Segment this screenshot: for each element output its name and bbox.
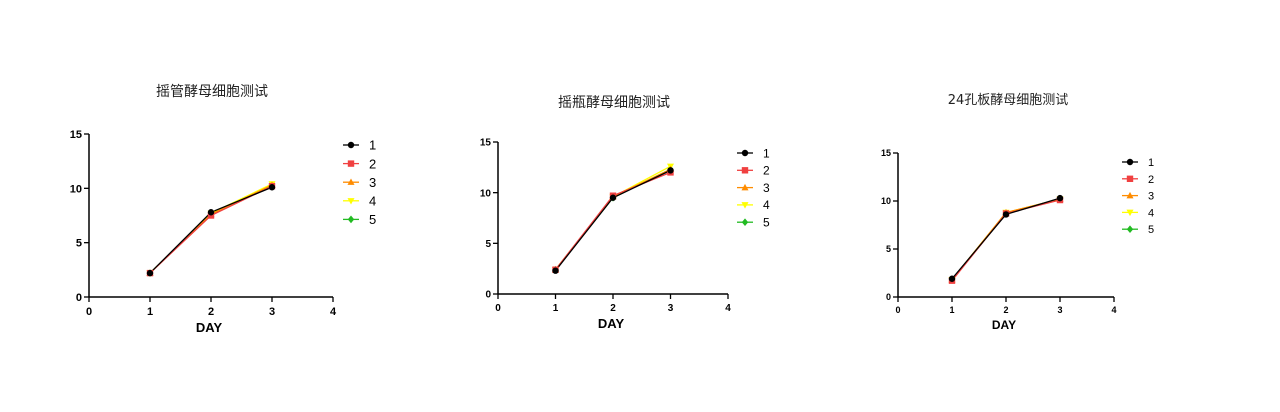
y-tick-label: 15 xyxy=(881,148,891,158)
legend-marker-2 xyxy=(347,160,355,167)
legend-marker-1 xyxy=(1126,158,1134,166)
x-tick-label: 3 xyxy=(668,303,674,314)
legend-marker-1 xyxy=(347,141,355,149)
data-point-series-1 xyxy=(1056,194,1064,202)
legend-entry-label: 4 xyxy=(1148,207,1154,219)
x-tick-label: 4 xyxy=(330,306,337,318)
legend-marker-5 xyxy=(1126,225,1134,234)
series-line-3 xyxy=(554,168,671,271)
y-tick-label: 15 xyxy=(480,138,492,149)
y-tick-label: 0 xyxy=(886,292,891,302)
legend: 1 2 3 4 5 xyxy=(737,146,770,230)
chart-1: 摇管酵母细胞测试 0 1 2 3 4 0 5 10 15 DAY 1 2 3 4 5 xyxy=(70,84,376,335)
legend: 1 2 3 4 5 xyxy=(343,138,376,227)
x-axis-label: DAY xyxy=(598,316,625,331)
legend-marker-4 xyxy=(741,202,749,209)
series-line-2 xyxy=(554,171,671,271)
y-tick-label: 5 xyxy=(886,244,891,254)
legend-marker-2 xyxy=(1126,175,1134,182)
legend-entry-label: 3 xyxy=(763,181,770,195)
series-line-1 xyxy=(149,186,273,274)
series-line-5 xyxy=(149,185,273,274)
legend: 1 2 3 4 5 xyxy=(1122,157,1154,236)
x-tick-label: 2 xyxy=(1003,305,1008,315)
x-tick-label: 4 xyxy=(725,303,731,314)
legend-marker-5 xyxy=(741,218,749,227)
series-line-4 xyxy=(554,165,671,271)
x-tick-label: 1 xyxy=(147,306,153,318)
chart-title: 摇瓶酵母细胞测试 xyxy=(558,95,670,111)
legend-entry-label: 5 xyxy=(1148,224,1154,236)
legend-entry-label: 2 xyxy=(369,156,376,171)
x-tick-label: 4 xyxy=(1111,305,1116,315)
legend-marker-3 xyxy=(347,178,355,185)
x-tick-label: 3 xyxy=(1057,305,1062,315)
chart-title: 摇管酵母细胞测试 xyxy=(156,84,268,100)
x-axis-label: DAY xyxy=(992,318,1016,332)
data-point-series-1 xyxy=(146,269,154,277)
legend-entry-label: 1 xyxy=(1148,157,1154,169)
legend-marker-4 xyxy=(347,198,355,205)
x-tick-label: 0 xyxy=(86,306,92,318)
y-tick-label: 15 xyxy=(70,129,82,141)
legend-marker-3 xyxy=(1126,191,1134,199)
x-tick-label: 3 xyxy=(269,306,275,318)
series-line-3 xyxy=(149,184,273,274)
legend-marker-5 xyxy=(347,215,355,224)
series-line-5 xyxy=(554,168,671,271)
x-axis-label: DAY xyxy=(196,320,223,335)
data-point-series-1 xyxy=(207,209,215,216)
chart-3: 24孔板酵母细胞测试 0 1 2 3 4 0 5 10 15 DAY 1 2 3 4 5 xyxy=(881,93,1154,332)
legend-marker-1 xyxy=(741,149,749,157)
y-tick-label: 5 xyxy=(76,238,82,250)
legend-entry-label: 5 xyxy=(369,212,376,227)
data-point-series-1 xyxy=(667,167,674,174)
x-tick-label: 1 xyxy=(949,305,954,315)
legend-entry-label: 1 xyxy=(369,138,376,153)
legend-entry-label: 4 xyxy=(369,193,376,208)
legend-entry-label: 2 xyxy=(763,164,770,178)
y-tick-label: 10 xyxy=(70,183,82,195)
legend-entry-label: 3 xyxy=(1148,191,1154,203)
y-tick-label: 0 xyxy=(485,290,491,301)
legend-entry-label: 5 xyxy=(763,216,770,230)
data-point-series-1 xyxy=(1002,211,1010,218)
legend-marker-3 xyxy=(741,183,749,191)
legend-marker-4 xyxy=(1126,209,1134,217)
data-point-series-1 xyxy=(552,267,559,274)
legend-entry-label: 3 xyxy=(369,175,376,190)
x-tick-label: 0 xyxy=(895,305,900,315)
x-tick-label: 1 xyxy=(553,303,559,314)
chart-title: 24孔板酵母细胞测试 xyxy=(948,93,1069,108)
legend-entry-label: 1 xyxy=(763,146,770,160)
legend-marker-2 xyxy=(741,167,749,174)
data-point-series-1 xyxy=(948,275,956,282)
y-tick-label: 10 xyxy=(480,188,492,199)
series-line-1 xyxy=(554,169,671,272)
x-tick-label: 2 xyxy=(208,306,214,318)
data-point-series-1 xyxy=(609,194,617,201)
data-point-series-2 xyxy=(207,212,215,219)
x-tick-label: 0 xyxy=(495,303,501,314)
legend-entry-label: 2 xyxy=(1148,174,1154,186)
chart-2: 摇瓶酵母细胞测试 0 1 2 3 4 0 5 10 15 DAY 1 2 3 4 5 xyxy=(480,95,770,331)
y-tick-label: 0 xyxy=(76,292,82,304)
series-line-2 xyxy=(149,185,273,274)
series-line-4 xyxy=(149,183,273,274)
legend-entry-label: 4 xyxy=(763,198,770,212)
data-point-series-1 xyxy=(268,184,276,191)
y-tick-label: 10 xyxy=(881,196,891,206)
x-tick-label: 2 xyxy=(610,303,616,314)
y-tick-label: 5 xyxy=(485,239,491,250)
